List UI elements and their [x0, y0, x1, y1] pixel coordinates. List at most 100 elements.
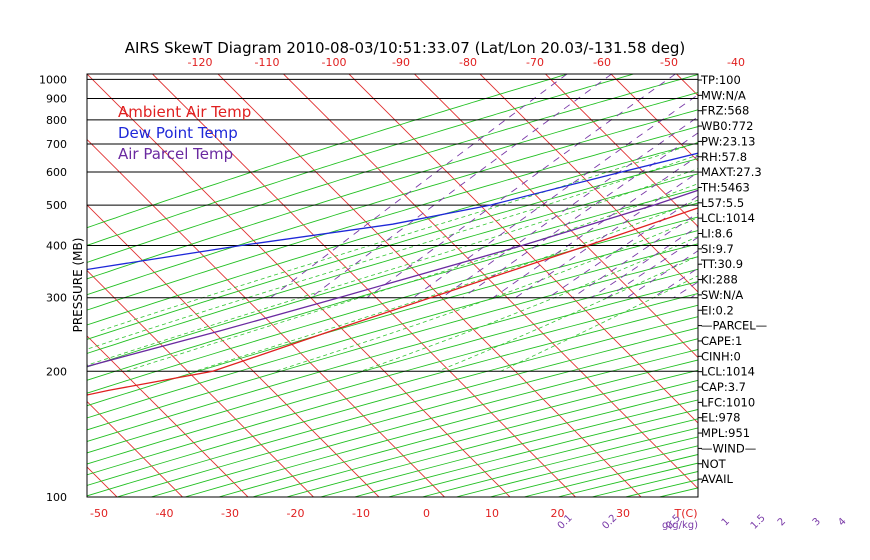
- dry-adiabat-line: [87, 256, 698, 431]
- dry-adiabat-line: [87, 158, 698, 340]
- index-label: FRZ:568: [701, 104, 749, 118]
- series-line: [87, 189, 698, 368]
- dry-adiabat-line: [87, 243, 698, 419]
- dry-adiabat-line: [87, 126, 698, 311]
- dry-adiabat-line: [87, 202, 698, 381]
- index-label: L57:5.5: [701, 196, 744, 210]
- skewt-grid: [0, 74, 698, 497]
- top-temp-tick-label: -110: [255, 56, 280, 69]
- top-temp-tick-label: -80: [459, 56, 477, 69]
- bottom-temp-tick-label: -40: [156, 507, 174, 520]
- mixing-ratio-line: [492, 155, 698, 299]
- mixing-ratio-label: 2: [776, 516, 788, 528]
- dry-adiabat-line: [87, 109, 698, 296]
- index-label: MAXT:27.3: [701, 165, 762, 179]
- dry-adiabat-line: [87, 304, 698, 476]
- index-label: MPL:951: [701, 426, 750, 440]
- index-label: PW:23.13: [701, 134, 755, 148]
- bottom-temp-tick-label: -50: [90, 507, 108, 520]
- isotherm-line: [283, 74, 698, 490]
- pressure-tick-label: 400: [46, 240, 67, 253]
- moist-adiabat-line: [360, 236, 698, 372]
- index-label: CAP:3.7: [701, 380, 746, 394]
- skewt-series: [87, 152, 698, 396]
- mixing-ratio-unit: g(g/kg): [662, 520, 698, 531]
- dry-adiabat-line: [489, 445, 698, 497]
- pressure-tick-label: 100: [46, 491, 67, 504]
- dry-adiabat-line: [87, 216, 698, 394]
- series-line: [87, 152, 698, 271]
- index-label: SW:N/A: [701, 288, 743, 302]
- dry-adiabat-line: [87, 74, 698, 263]
- mixing-ratio-label: 4: [836, 516, 848, 528]
- mixing-ratio-line: [547, 195, 698, 299]
- dry-adiabat-line: [523, 454, 698, 497]
- pressure-tick-label: 300: [46, 292, 67, 305]
- moist-adiabat-line: [437, 255, 698, 372]
- legend-entry: Air Parcel Temp: [118, 145, 233, 163]
- dry-adiabat-line: [87, 74, 568, 229]
- bottom-temp-tick-label: -30: [221, 507, 239, 520]
- moist-adiabat-line: [125, 183, 698, 372]
- mixing-ratio-line: [270, 74, 568, 299]
- index-label: WB0:772: [701, 119, 753, 133]
- dry-adiabat-line: [354, 409, 698, 497]
- dry-adiabat-line: [150, 349, 698, 497]
- index-label: CINH:0: [701, 349, 741, 363]
- moist-adiabat-line: [100, 142, 698, 332]
- index-label: LCL:1014: [701, 211, 755, 225]
- index-label: LI:8.6: [701, 227, 733, 241]
- dry-adiabat-line: [87, 142, 698, 326]
- pressure-tick-label: 500: [46, 199, 67, 212]
- index-label: TT:30.9: [700, 257, 743, 271]
- dry-adiabat-line: [87, 281, 698, 454]
- index-label: AVAIL: [701, 472, 734, 486]
- bottom-temp-tick-label: 10: [485, 507, 499, 520]
- y-axis-label: PRESSURE (MB): [71, 238, 85, 333]
- bottom-temp-tick-label: -10: [352, 507, 370, 520]
- mixing-ratio-line: [310, 74, 612, 299]
- index-label: —PARCEL—: [701, 319, 767, 333]
- top-temp-tick-label: -90: [392, 56, 410, 69]
- index-label: LFC:1010: [701, 395, 755, 409]
- index-label: RH:57.8: [701, 150, 747, 164]
- dry-adiabat-line: [87, 293, 698, 465]
- index-label: KI:288: [701, 273, 738, 287]
- top-temp-tick-label: -60: [593, 56, 611, 69]
- bottom-temp-tick-label: -20: [287, 507, 305, 520]
- legend-entry: Dew Point Temp: [118, 124, 238, 142]
- mixing-ratio-line: [515, 171, 698, 299]
- pressure-tick-label: 700: [46, 138, 67, 151]
- dry-adiabat-line: [455, 436, 698, 497]
- moist-adiabat-line: [194, 199, 698, 372]
- isotherm-line: [87, 269, 314, 497]
- dry-adiabat-line: [218, 369, 698, 497]
- plot-frame: [86, 73, 699, 498]
- mixing-ratio-line: [652, 267, 698, 299]
- index-label: CAPE:1: [701, 334, 742, 348]
- isotherm-line: [0, 74, 52, 497]
- top-temp-tick-label: -40: [727, 56, 745, 69]
- dry-adiabat-line: [87, 173, 698, 354]
- index-label: EI:0.2: [701, 303, 734, 317]
- top-temp-tick-label: -50: [660, 56, 678, 69]
- mixing-ratio-label: 1.5: [749, 513, 768, 532]
- dry-adiabat-line: [184, 359, 698, 497]
- chart-title: AIRS SkewT Diagram 2010-08-03/10:51:33.0…: [125, 39, 686, 57]
- pressure-tick-label: 900: [46, 92, 67, 105]
- dry-adiabat-line: [87, 230, 698, 407]
- pressure-tick-label: 800: [46, 114, 67, 127]
- isotherm-line: [87, 204, 380, 497]
- pressure-tick-label: 1000: [39, 73, 67, 86]
- top-temp-tick-label: -120: [188, 56, 213, 69]
- dry-adiabat-line: [87, 188, 698, 368]
- bottom-temp-tick-label: 30: [616, 507, 630, 520]
- mixing-ratio-line: [412, 94, 698, 299]
- bottom-temp-tick-label: 0: [423, 507, 430, 520]
- isotherm-line: [87, 400, 183, 497]
- mixing-ratio-label: 1: [720, 516, 732, 528]
- index-label: —WIND—: [701, 441, 756, 455]
- moist-adiabat-line: [87, 154, 698, 350]
